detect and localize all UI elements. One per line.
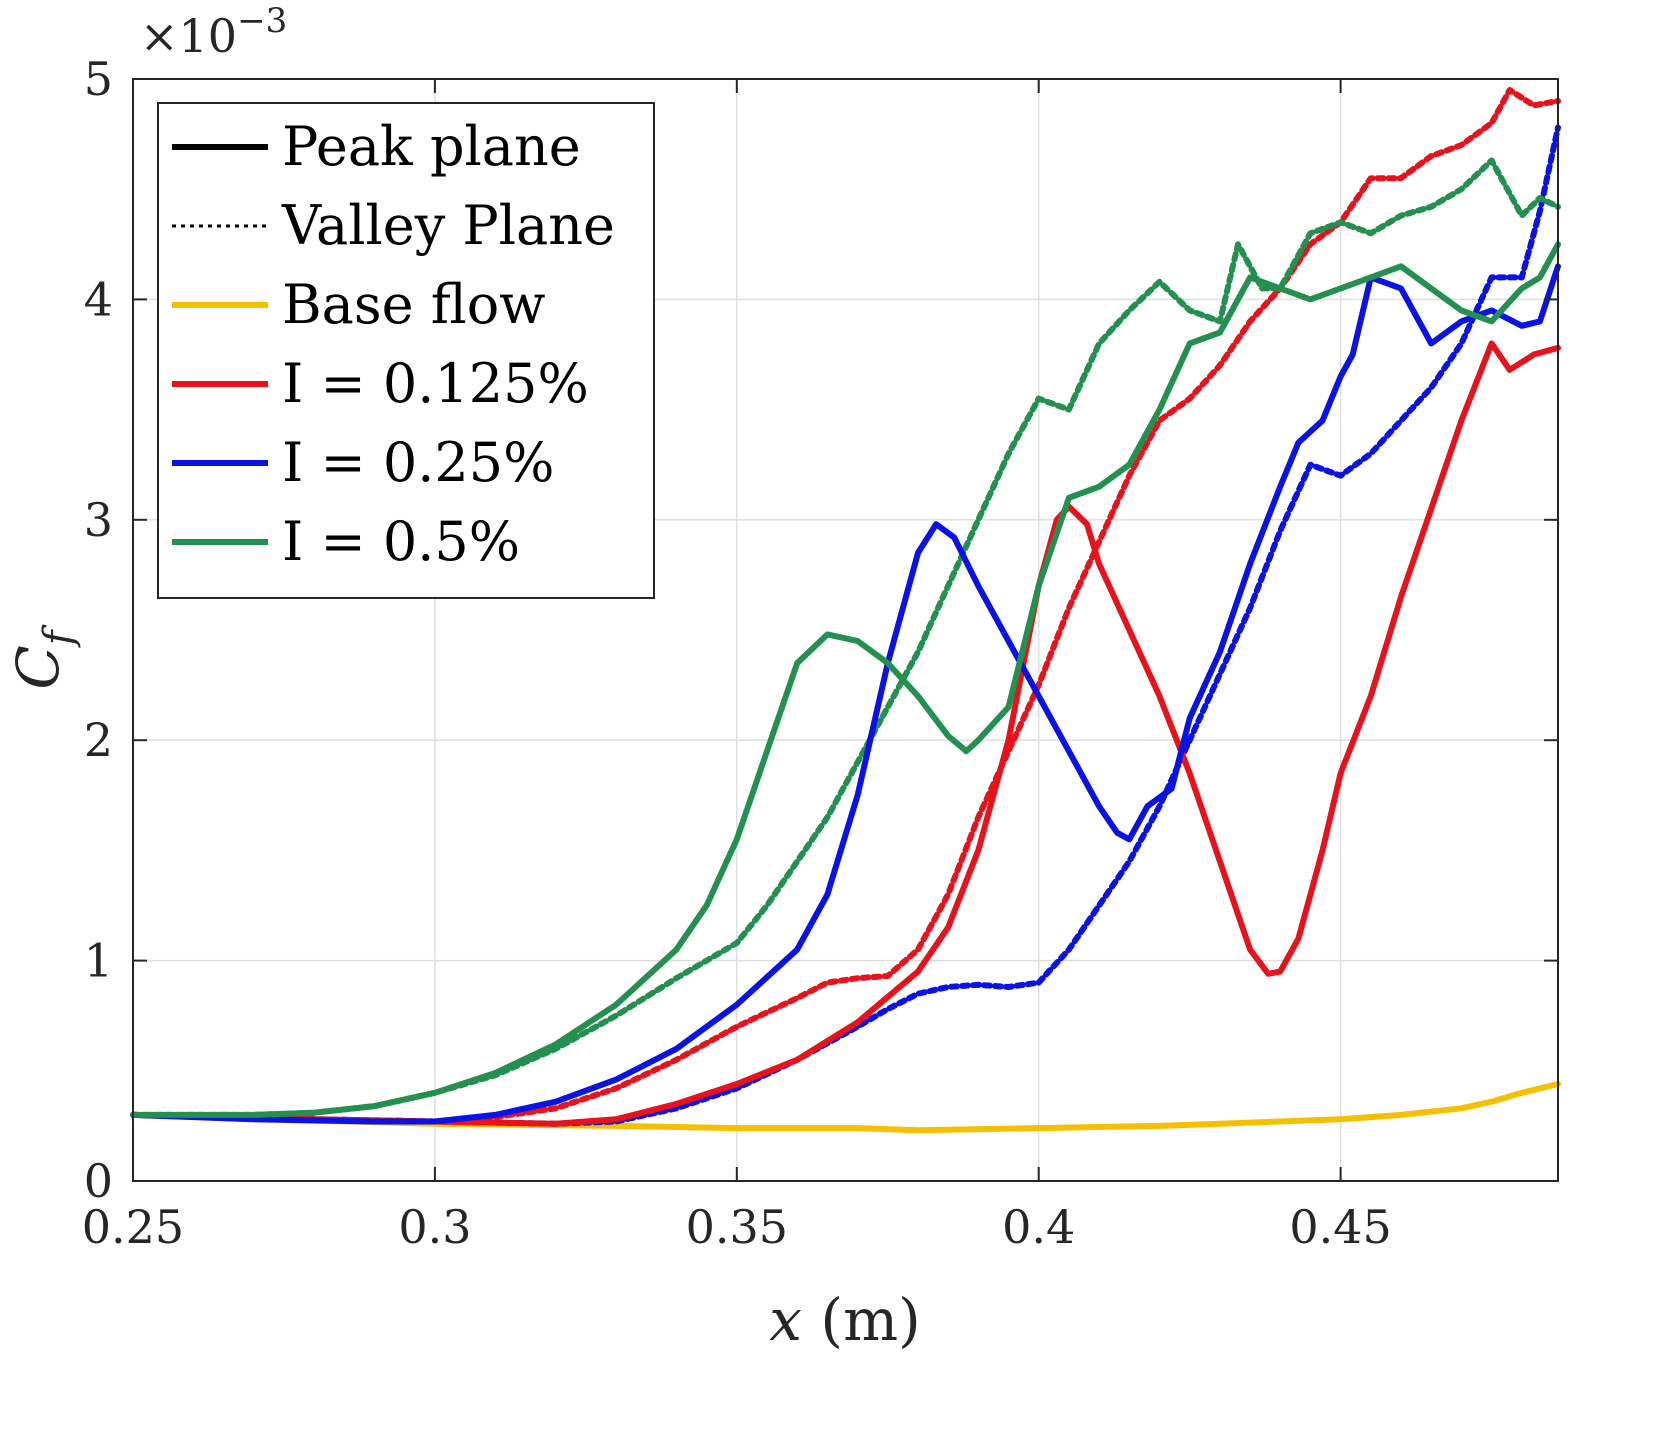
y-tick-label: 5 [84, 52, 113, 106]
x-tick-label: 0.25 [82, 1200, 184, 1254]
x-axis-title: x (m) [769, 1286, 920, 1354]
legend-label: I = 0.25% [282, 431, 554, 494]
y-tick-label: 1 [84, 934, 113, 988]
legend-label: I = 0.5% [282, 510, 520, 573]
x-tick-label: 0.3 [398, 1200, 471, 1254]
legend-label: Peak plane [282, 115, 581, 178]
y-tick-label: 4 [84, 272, 113, 326]
series-line-valley-i-0-125- [130, 87, 1561, 1125]
y-tick-label: 0 [84, 1154, 113, 1208]
legend-box [157, 102, 655, 599]
legend: Peak plane Valley Plane Base flow I = 0.125… [157, 102, 655, 599]
x-tick-label: 0.45 [1289, 1200, 1391, 1254]
ticks: 0.25 0.3 0.35 0.4 0.45 0 1 2 3 4 5 [82, 52, 1558, 1254]
x-tick-label: 0.4 [1002, 1200, 1075, 1254]
legend-label: Base flow [282, 273, 545, 336]
series-line-peak-i-0-25- [130, 263, 1561, 1125]
series-line-valley-i-0-5- [130, 157, 1561, 1118]
svg-text:Cf: Cf [4, 624, 82, 689]
legend-label: Valley Plane [281, 194, 615, 257]
x-tick-label: 0.35 [686, 1200, 788, 1254]
series-line-peak-i-0-125- [130, 340, 1561, 1127]
y-axis-title: Cf [4, 624, 82, 689]
legend-label: I = 0.125% [282, 352, 589, 415]
svg-text:x (m): x (m) [769, 1286, 920, 1354]
y-tick-label: 2 [84, 713, 113, 767]
y-multiplier-label: ×10−3 [140, 1, 287, 63]
axes-box [132, 78, 1559, 1182]
y-tick-label: 3 [84, 493, 113, 547]
series-group [130, 87, 1561, 1134]
series-line-peak-i-0-5- [130, 241, 1561, 1118]
series-line-valley-i-0-25- [130, 124, 1561, 1127]
